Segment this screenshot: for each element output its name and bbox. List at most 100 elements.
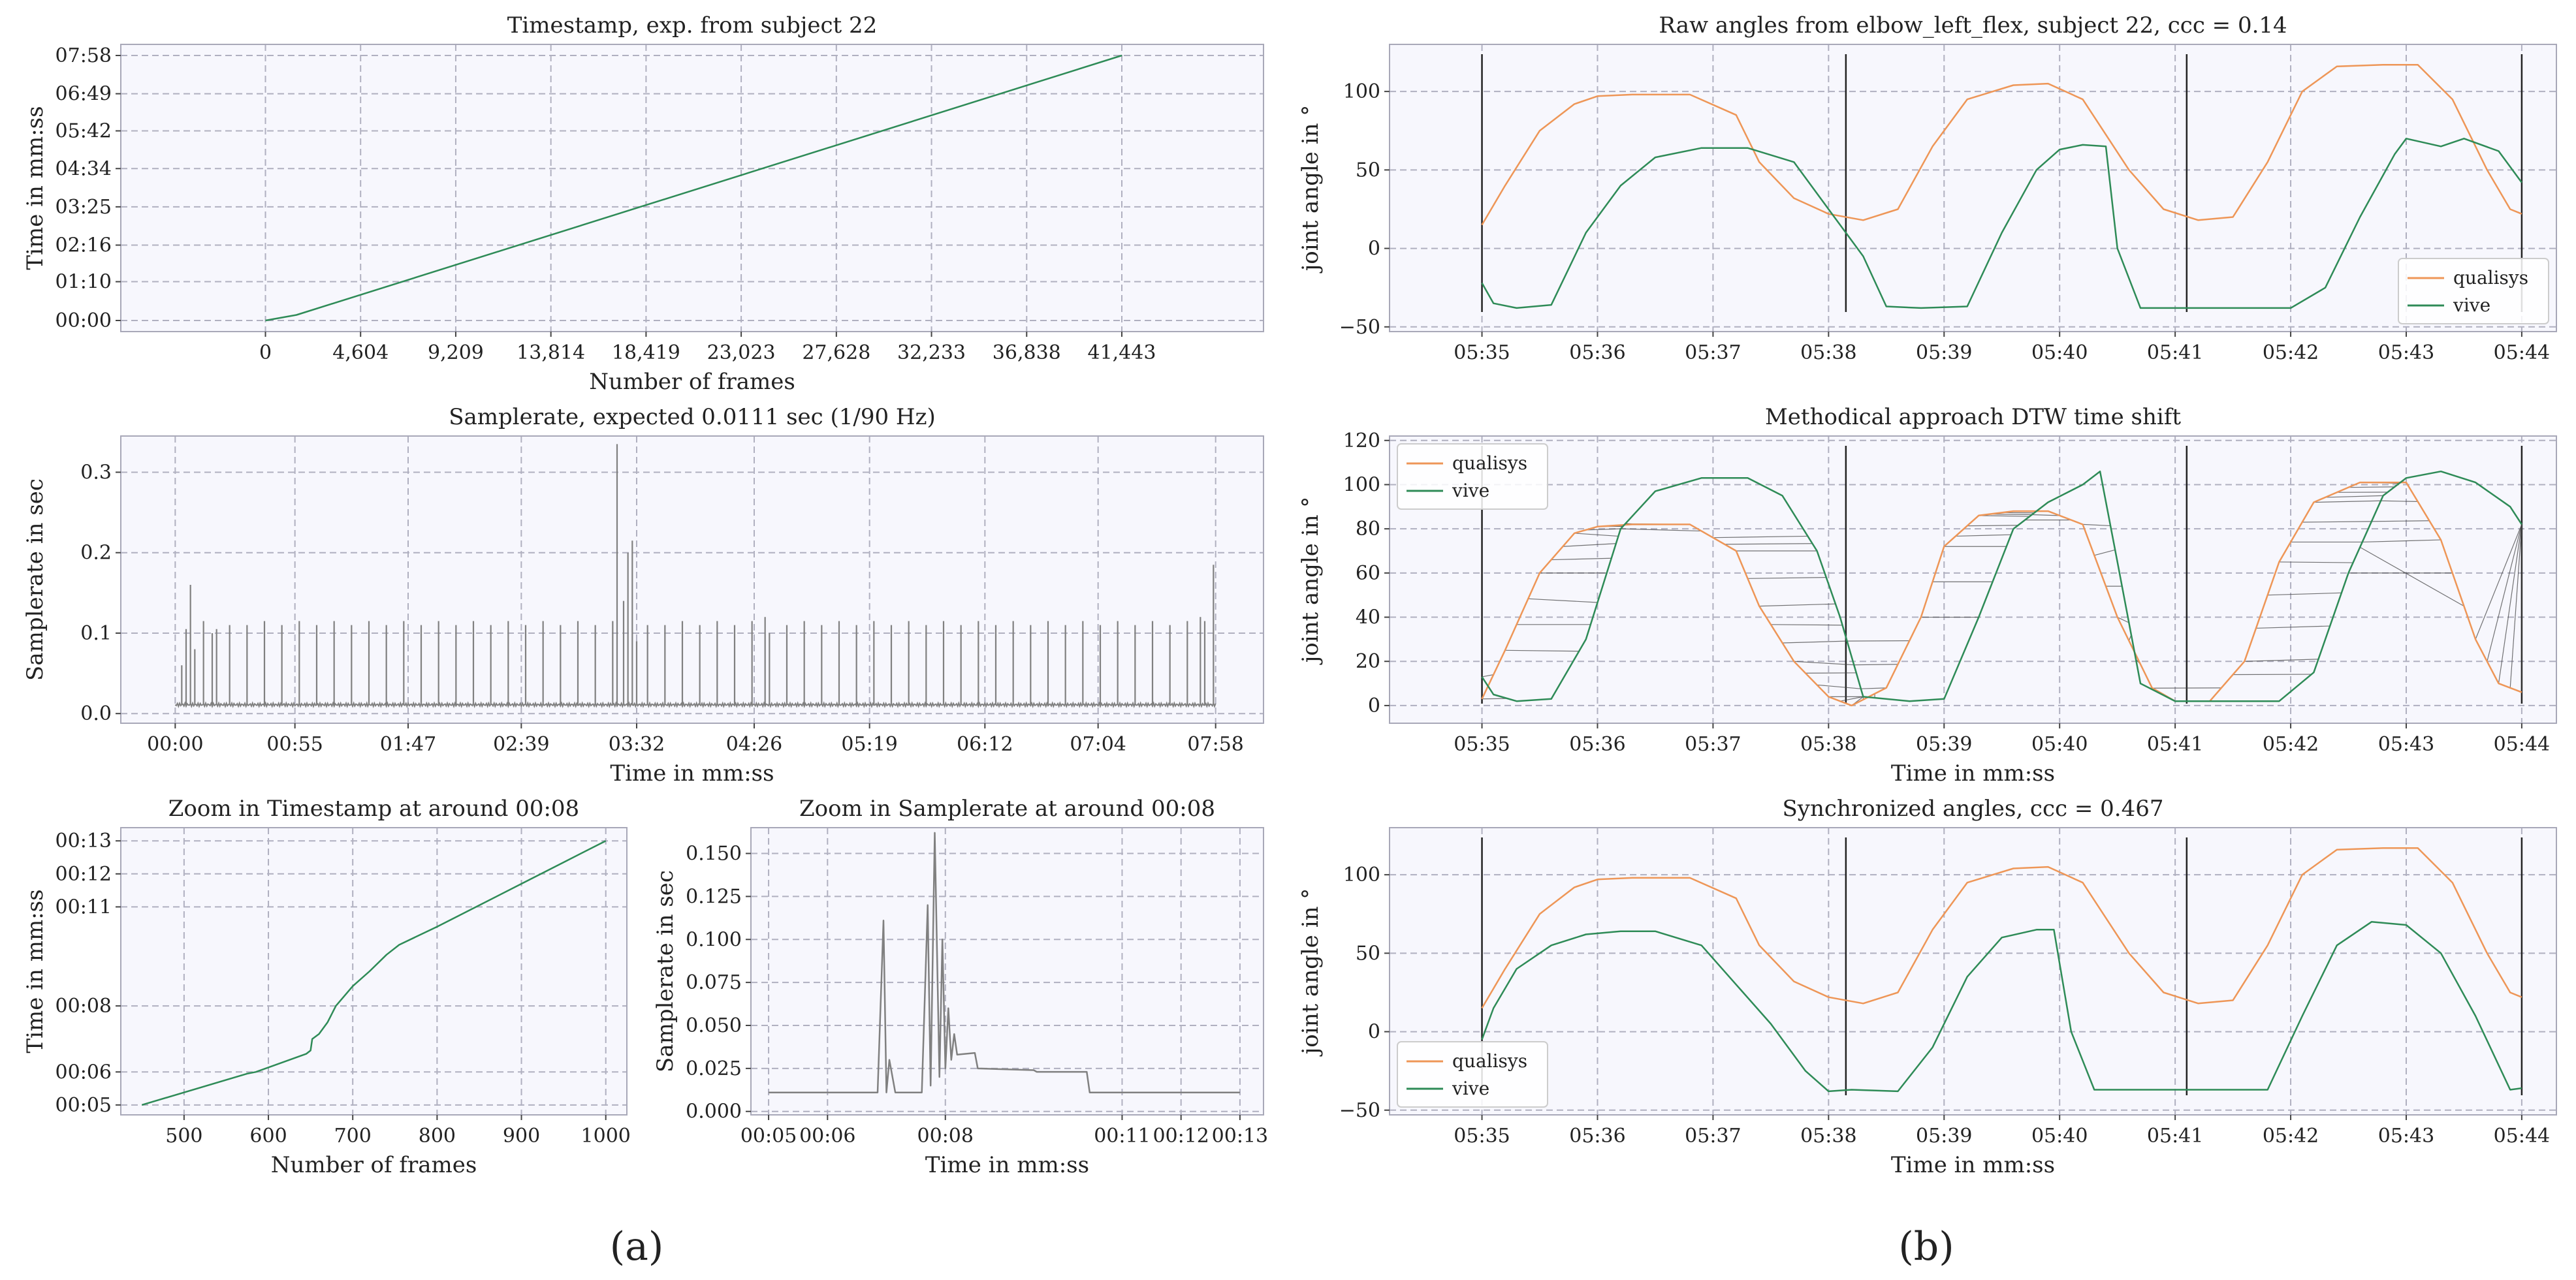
dtw-link [2359,546,2464,607]
y-tick-label: 120 [1343,429,1380,452]
x-tick-label: 05:44 [2494,733,2550,756]
y-tick-label: −50 [1339,1099,1380,1122]
dtw-link [1967,525,2018,527]
dtw-link [2348,486,2395,488]
x-axis-label: Time in mm:ss [1891,760,2055,787]
x-tick-label: 05:39 [1916,341,1972,364]
plot-area [1390,44,2556,332]
dtw-link [1482,674,1494,678]
samplerate-baseline [174,701,1216,709]
plot-area [751,828,1264,1115]
dtw-link [1955,534,2011,537]
x-tick-label: 01:47 [380,733,436,756]
y-tick-label: 0.125 [686,885,742,908]
x-tick-label: 4,604 [332,341,389,364]
y-axis-label: Samplerate in sec [22,478,48,681]
dtw-link [1528,598,1598,603]
axes-frame [1389,435,2557,724]
plot-area [121,44,1264,332]
y-axis-label: Time in mm:ss [22,106,48,270]
y-axis-label: joint angle in ° [1297,105,1324,274]
y-tick-label: 80 [1356,518,1380,540]
x-tick-label: 800 [419,1125,456,1147]
x-tick-label: 05:44 [2494,1125,2550,1147]
series-line-vive [1481,921,2522,1093]
x-tick-label: 500 [165,1125,202,1147]
dtw-link [2487,524,2522,662]
y-axis-label: joint angle in ° [1297,888,1324,1057]
y-tick-label: 00:05 [56,1094,112,1117]
y-tick-label: 40 [1356,606,1380,629]
x-tick-label: 05:40 [2031,341,2088,364]
x-tick-label: 00:05 [740,1125,797,1147]
dtw-link [2031,514,2060,516]
dtw-link [2498,524,2522,684]
y-tick-label: 00:12 [56,863,112,886]
y-tick-label: 0.000 [686,1100,742,1123]
legend: qualisys vive [1397,443,1548,510]
x-tick-label: 05:40 [2031,1125,2088,1147]
dtw-link [2279,561,2353,563]
x-tick-label: 00:00 [147,733,203,756]
x-tick-label: 05:37 [1685,1125,1741,1147]
y-tick-label: 00:08 [56,995,112,1018]
y-tick-label: 100 [1343,473,1380,496]
axes-frame [1389,44,2557,332]
chart-b_mid: 05:35 05:36 05:37 05:38 05:39 05:40 05:41 05:42… [1297,404,2557,787]
dtw-link [2371,520,2430,522]
y-tick-label: 0.075 [686,971,742,994]
y-tick-label: 60 [1356,562,1380,585]
chart-title: Synchronized angles, ccc = 0.467 [1783,796,2164,822]
chart-title: Zoom in Samplerate at around 00:08 [799,796,1215,822]
x-tick-label: 00:08 [917,1125,974,1147]
y-tick-label: 0.050 [686,1014,742,1037]
legend-label-qualisys: qualisys [2453,267,2528,289]
x-tick-label: 07:04 [1070,733,1126,756]
series-line-vive [1481,138,2522,309]
axes-frame [120,44,1264,332]
dtw-link [1585,528,1621,531]
dtw-link [1759,603,1836,607]
dtw-link [1839,696,1864,702]
y-axis-label: joint angle in ° [1297,497,1324,666]
dtw-link [2244,659,2319,662]
chart-a_zoom_ts: 500 600 700 800 900 1000 00:05 00:06 00:08 00:11 0… [22,796,631,1178]
axes-frame [120,435,1264,724]
dtw-link [1860,687,1886,689]
chart-a_zoom_sr: 00:05 00:06 00:08 00:11 00:12 00:13 0.000 0.025… [652,796,1268,1178]
y-tick-label: 0.2 [80,542,112,565]
x-tick-label: 05:35 [1454,1125,1510,1147]
x-tick-label: 07:58 [1187,733,1243,756]
dtw-link [1551,557,1612,561]
x-tick-label: 05:41 [2147,1125,2203,1147]
figure-label-a: (a) [610,1224,664,1270]
dtw-link [1990,513,2032,516]
x-tick-label: 27,628 [802,341,870,364]
x-tick-label: 05:36 [1569,1125,1625,1147]
y-axis-label: Samplerate in sec [652,870,678,1072]
legend: qualisys vive [1397,1041,1548,1108]
dtw-link [1713,535,1808,539]
x-tick-label: 05:36 [1569,341,1625,364]
x-tick-label: 05:42 [2263,733,2319,756]
y-tick-label: 0.0 [80,702,112,725]
dtw-link [1854,664,1898,666]
y-tick-label: 02:16 [56,234,112,257]
plot-area [121,436,1264,723]
series-line-samplerate [769,832,1240,1093]
chart-a_top: 0 4,604 9,209 13,814 18,419 23,023 27,628 32,23… [22,12,1264,395]
x-tick-label: 0 [259,341,272,364]
x-tick-label: 05:19 [841,733,897,756]
dtw-link [1782,640,1847,644]
x-tick-label: 05:42 [2263,1125,2319,1147]
x-tick-label: 00:11 [1094,1125,1150,1147]
legend-label-vive: vive [1452,480,1489,501]
y-tick-label: 100 [1343,864,1380,886]
y-tick-label: 00:11 [56,896,112,918]
x-tick-label: 41,443 [1088,341,1156,364]
chart-title: Samplerate, expected 0.0111 sec (1/90 Hz… [449,404,936,430]
dtw-link [1482,698,1508,700]
chart-b_bot: 05:35 05:36 05:37 05:38 05:39 05:40 05:41 05:42… [1297,796,2557,1178]
x-axis-label: Time in mm:ss [925,1152,1089,1178]
y-tick-label: 100 [1343,80,1380,103]
